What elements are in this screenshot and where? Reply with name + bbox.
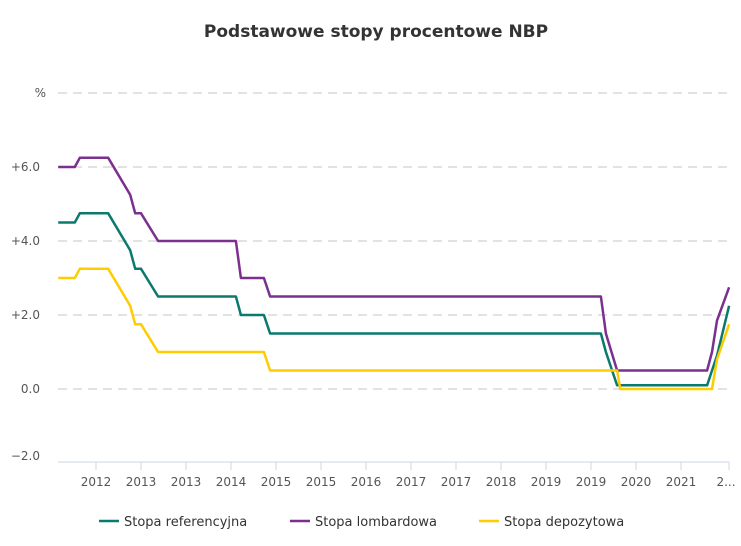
legend-label: Stopa lombardowa (315, 515, 437, 530)
x-tick-label: 2017 (441, 475, 472, 489)
x-tick-label: 2020 (621, 475, 652, 489)
y-tick-label: −2.0 (11, 449, 40, 463)
x-tick-label: 2018 (486, 475, 517, 489)
y-tick-label: +2.0 (11, 308, 40, 322)
legend-label: Stopa referencyjna (124, 515, 247, 530)
x-tick-label: 2012 (81, 475, 112, 489)
x-tick-label: 2013 (171, 475, 202, 489)
legend-item[interactable]: Stopa referencyjna (99, 515, 247, 530)
series-line-2 (58, 267, 731, 391)
y-axis-ticks: % +6.0 +4.0 +2.0 0.0 −2.0 (11, 86, 46, 463)
legend-item[interactable]: Stopa lombardowa (290, 515, 437, 530)
legend-label: Stopa depozytowa (504, 515, 624, 530)
x-tick-label: 2015 (261, 475, 292, 489)
x-tick-label: 2014 (216, 475, 247, 489)
x-axis: 2012 2013 2013 2014 2015 2015 2016 2017 2017 2018… (58, 461, 736, 489)
x-tick-label: 2019 (576, 475, 607, 489)
legend-item[interactable]: Stopa depozytowa (479, 515, 624, 530)
y-tick-label: 0.0 (21, 382, 40, 396)
x-tick-label: 2021 (666, 475, 697, 489)
x-tick-label: 2013 (126, 475, 157, 489)
series-lines (58, 156, 731, 391)
chart-title: Podstawowe stopy procentowe NBP (204, 22, 548, 42)
y-tick-label: +4.0 (11, 234, 40, 248)
series-line-1 (58, 156, 731, 372)
x-tick-label: 2019 (531, 475, 562, 489)
y-tick-label: % (35, 86, 46, 100)
x-tick-label: 2015 (306, 475, 337, 489)
legend: Stopa referencyjna Stopa lombardowa Stopa … (99, 515, 624, 530)
x-tick-label: 2016 (351, 475, 382, 489)
y-tick-label: +6.0 (11, 160, 40, 174)
x-tick-label: 2017 (396, 475, 427, 489)
x-tick-label: 2... (716, 475, 735, 489)
series-line-0 (58, 212, 731, 387)
